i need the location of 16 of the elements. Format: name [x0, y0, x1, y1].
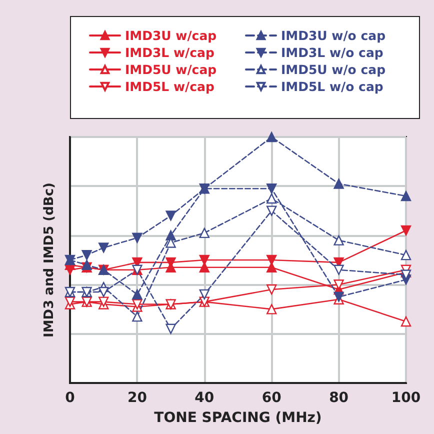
x-tick-label: 60 [262, 390, 282, 406]
x-tick-label: 100 [391, 390, 421, 406]
x-tick-label: 0 [65, 390, 76, 406]
legend-label: IMD5L w/o cap [281, 79, 384, 94]
x-tick-label: 80 [329, 390, 349, 406]
x-tick-label: 40 [194, 390, 214, 406]
x-axis-title: TONE SPACING (MHz) [154, 410, 322, 426]
legend-label: IMD5U w/o cap [281, 62, 386, 77]
legend-label: IMD3L w/cap [125, 45, 214, 60]
legend-label: IMD3L w/o cap [281, 45, 384, 60]
legend-label: IMD3U w/cap [125, 28, 217, 43]
x-tick-label: 20 [127, 390, 148, 406]
legend-label: IMD5U w/cap [125, 62, 217, 77]
legend-label: IMD5L w/cap [125, 79, 214, 94]
legend-label: IMD3U w/o cap [281, 28, 386, 43]
y-axis-title: IMD3 and IMD5 (dBc) [42, 182, 57, 338]
